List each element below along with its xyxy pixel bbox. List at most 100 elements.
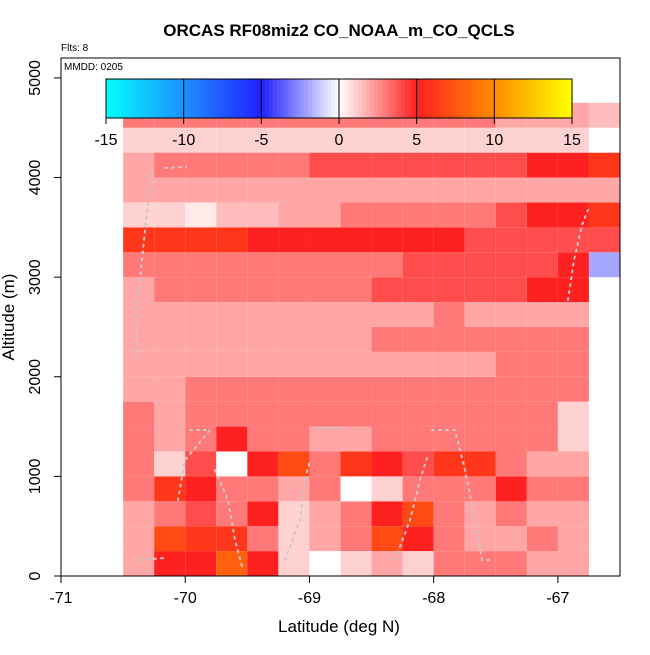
colorbar-swatch <box>509 79 515 118</box>
heatmap-cell <box>154 426 186 452</box>
heatmap-cell <box>185 177 217 203</box>
colorbar-swatch <box>544 79 550 118</box>
heatmap-cell <box>185 376 217 402</box>
heatmap-cell <box>185 277 217 303</box>
flight-track <box>135 174 152 361</box>
colorbar-swatch <box>113 79 119 118</box>
heatmap-cell <box>278 451 310 477</box>
heatmap-cell <box>557 177 589 203</box>
heatmap-cell <box>588 102 620 128</box>
heatmap-cell <box>309 451 341 477</box>
heatmap-cell <box>371 526 403 552</box>
colorbar-swatch <box>121 79 127 118</box>
heatmap-cell <box>278 152 310 178</box>
heatmap-cell <box>371 501 403 527</box>
heatmap-cell <box>278 501 310 527</box>
heatmap-cell <box>247 302 279 327</box>
heatmap-cell <box>402 177 434 203</box>
y-tick-label: 0 <box>27 571 44 580</box>
heatmap-cell <box>464 152 496 178</box>
heatmap-cell <box>216 526 248 552</box>
colorbar-swatch <box>172 79 177 118</box>
heatmap-cell <box>402 202 434 228</box>
heatmap-cell <box>340 302 372 327</box>
heatmap-cell <box>247 277 279 303</box>
heatmap-cell <box>557 152 589 178</box>
colorbar-swatch <box>467 79 472 118</box>
heatmap-cell <box>154 202 186 228</box>
heatmap-cell <box>247 202 279 228</box>
colorbar-swatch <box>350 79 356 118</box>
colorbar-swatch <box>241 79 247 118</box>
heatmap-cell <box>433 551 465 576</box>
colorbar-swatch <box>276 79 282 118</box>
colorbar-swatch <box>556 79 561 118</box>
flight-track <box>214 469 244 571</box>
heatmap-cell <box>495 326 527 352</box>
flight-tracks <box>135 166 589 571</box>
heatmap-cell <box>185 451 217 477</box>
colorbar-swatch <box>505 79 511 118</box>
heatmap-cell <box>123 351 155 377</box>
heatmap-cell <box>154 302 186 327</box>
x-axis-label: Latitude (deg N) <box>278 617 400 636</box>
heatmap-cell <box>557 426 589 452</box>
heatmap-cell <box>278 376 310 402</box>
colorbar-swatch <box>230 79 235 118</box>
heatmap-cell <box>433 127 465 153</box>
colorbar-swatch <box>168 79 173 118</box>
heatmap-cell <box>154 326 186 352</box>
heatmap-cell <box>123 277 155 303</box>
heatmap-cell <box>371 252 403 278</box>
colorbar-swatch <box>284 79 290 118</box>
colorbar-swatch <box>269 79 274 118</box>
heatmap-cell <box>371 227 403 253</box>
heatmap-cell <box>340 202 372 228</box>
heatmap-cell <box>402 501 434 527</box>
colorbar-swatch <box>129 79 134 118</box>
heatmap-cell <box>340 526 372 552</box>
heatmap-cell <box>216 401 248 427</box>
y-tick-label: 1000 <box>27 458 44 494</box>
colorbar-swatch <box>436 79 441 118</box>
heatmap-cell <box>557 526 589 552</box>
heatmap-cell <box>371 152 403 178</box>
heatmap-cell <box>526 326 558 352</box>
heatmap-cell <box>247 476 279 502</box>
y-axis: 0 1000 2000 3000 4000 5000 <box>27 60 62 580</box>
colorbar-swatch <box>401 79 406 118</box>
heatmap-cell <box>278 277 310 303</box>
colorbar-swatch <box>117 79 123 118</box>
colorbar-swatch <box>265 79 270 118</box>
heatmap-cell <box>278 127 310 153</box>
heatmap-cell <box>588 202 620 228</box>
colorbar-swatch <box>459 79 464 118</box>
colorbar-swatch <box>311 79 317 118</box>
heatmap-cell <box>340 326 372 352</box>
colorbar-swatch <box>560 79 565 118</box>
heatmap-cell <box>557 401 589 427</box>
colorbar-swatch <box>385 79 391 118</box>
colorbar-swatch <box>420 79 426 118</box>
colorbar-swatch <box>133 79 138 118</box>
heatmap-cell <box>185 351 217 377</box>
colorbar-swatch <box>199 79 204 118</box>
heatmap-cell <box>309 302 341 327</box>
heatmap-cell <box>247 376 279 402</box>
colorbar-swatch <box>296 79 301 118</box>
heatmap-cell <box>216 302 248 327</box>
heatmap-cells <box>123 102 620 576</box>
heatmap-cell <box>557 551 589 576</box>
colorbar-tick-label: 10 <box>485 132 503 149</box>
colorbar-swatch <box>222 79 227 118</box>
heatmap-cell <box>495 227 527 253</box>
heatmap-cell <box>247 426 279 452</box>
y-tick-label: 3000 <box>27 259 44 295</box>
heatmap-cell <box>557 326 589 352</box>
heatmap-cell <box>557 376 589 402</box>
colorbar-swatch <box>125 79 130 118</box>
heatmap-cell <box>526 401 558 427</box>
heatmap-cell <box>495 526 527 552</box>
colorbar-swatch <box>362 79 367 118</box>
